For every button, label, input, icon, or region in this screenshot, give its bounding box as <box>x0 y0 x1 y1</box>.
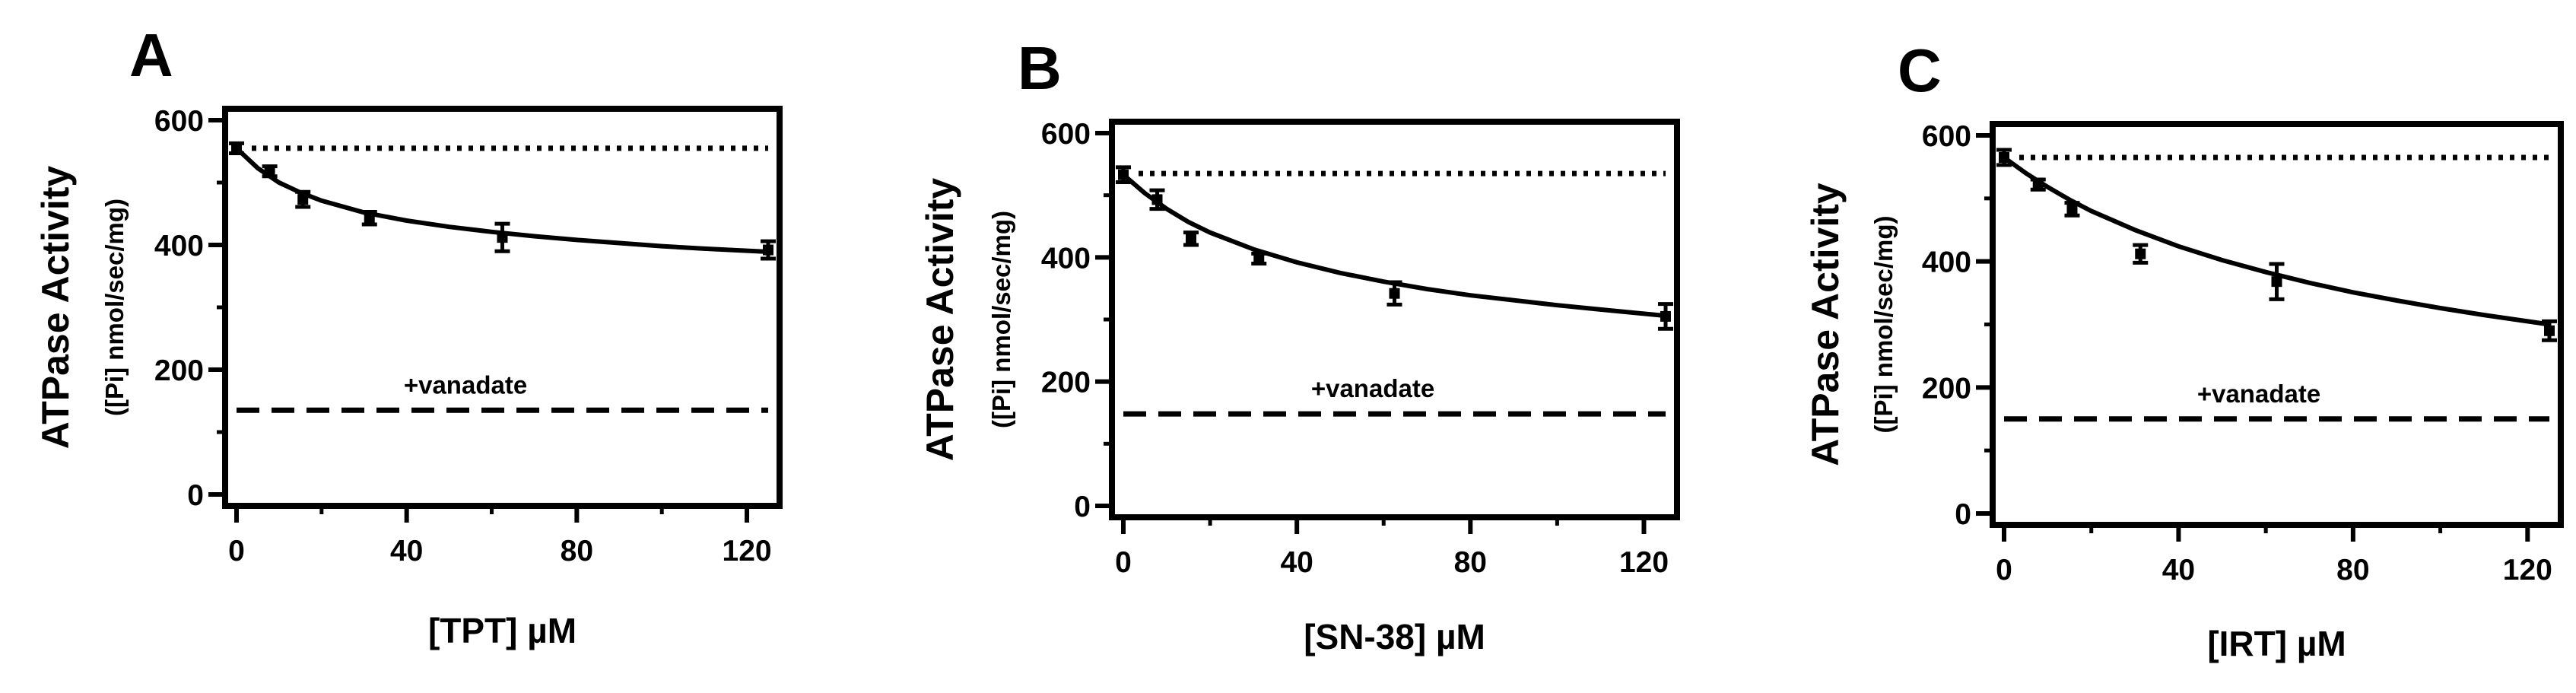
x-axis-title: [IRT] µM <box>2207 624 2346 663</box>
panel-c: C 0 200 400 600 0 40 80 120 ATPase Activity ([Pi] … <box>1804 37 2564 663</box>
data-point <box>1185 233 1196 244</box>
x-tick-label: 0 <box>228 535 245 567</box>
x-tick-label: 80 <box>1454 546 1487 579</box>
data-point <box>2135 248 2146 259</box>
plot-frame <box>222 106 783 509</box>
data-point <box>763 244 773 256</box>
x-tick-label: 120 <box>1619 546 1669 579</box>
data-point <box>2544 325 2555 336</box>
x-axis-title: [SN-38] µM <box>1304 617 1485 656</box>
x-tick-label: 80 <box>561 535 593 567</box>
vanadate-annotation: +vanadate <box>2197 380 2320 408</box>
y-tick-label: 600 <box>1041 118 1091 151</box>
y-tick-label: 400 <box>154 230 204 262</box>
fit-curve <box>1122 173 1666 319</box>
data-point <box>1253 253 1265 264</box>
data-point <box>231 142 242 154</box>
y-axis-title: ATPase Activity <box>1804 183 1847 466</box>
data-point <box>2066 203 2078 215</box>
y-tick-label: 400 <box>1041 242 1091 275</box>
y-tick-label: 0 <box>1074 491 1091 523</box>
x-tick-label: 120 <box>2503 554 2552 587</box>
data-point <box>497 232 508 243</box>
x-tick-label: 80 <box>2336 554 2369 587</box>
data-point <box>2032 179 2044 190</box>
data-point <box>264 166 275 177</box>
y-tick-label: 600 <box>154 105 204 138</box>
x-tick-label: 0 <box>1996 554 2012 587</box>
x-axis-title: [TPT] µM <box>428 611 577 650</box>
fit-curve <box>234 146 769 254</box>
y-axis-subtitle: ([Pi] nmol/sec/mg) <box>1869 215 1898 433</box>
x-tick-label: 40 <box>1280 546 1313 579</box>
x-tick-label: 40 <box>390 535 423 567</box>
panel-a: A 0 200 400 600 0 40 80 120 ATPase Activity ([Pi] … <box>34 21 783 650</box>
y-tick-label: 0 <box>1955 498 1971 531</box>
y-tick-label: 200 <box>1041 367 1091 399</box>
y-tick-label: 600 <box>1922 120 1971 153</box>
fit-curve <box>2003 155 2550 327</box>
y-tick-label: 200 <box>1922 372 1971 405</box>
y-axis-title: ATPase Activity <box>919 178 961 462</box>
data-point <box>1118 169 1129 180</box>
panel-letter: A <box>129 21 173 89</box>
data-point <box>364 212 375 224</box>
data-point <box>297 194 309 205</box>
vanadate-annotation: +vanadate <box>1311 374 1434 402</box>
data-point <box>2271 276 2282 288</box>
x-tick-label: 40 <box>2162 554 2195 587</box>
data-point <box>1151 194 1163 205</box>
plot-frame <box>1109 119 1680 520</box>
x-tick-label: 120 <box>723 535 772 567</box>
panel-letter: C <box>1898 37 1942 104</box>
y-axis-subtitle: ([Pi] nmol/sec/mg) <box>100 199 129 416</box>
plot-frame <box>1990 121 2564 528</box>
vanadate-annotation: +vanadate <box>404 370 527 399</box>
y-tick-label: 0 <box>187 479 204 512</box>
panel-b: B 0 200 400 600 0 40 80 120 ATPase Activity ([Pi] … <box>919 34 1680 656</box>
y-tick-label: 200 <box>154 354 204 387</box>
data-point <box>1660 310 1671 322</box>
panel-letter: B <box>1018 34 1062 102</box>
y-axis-subtitle: ([Pi] nmol/sec/mg) <box>987 211 1015 428</box>
y-axis-title: ATPase Activity <box>34 166 77 450</box>
data-point <box>1389 288 1400 299</box>
y-tick-label: 400 <box>1922 246 1971 279</box>
x-tick-label: 0 <box>1115 546 1132 579</box>
data-point <box>1999 151 2009 163</box>
